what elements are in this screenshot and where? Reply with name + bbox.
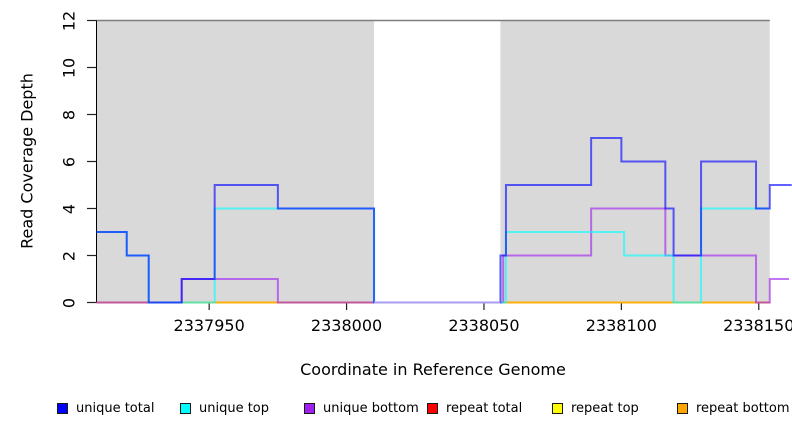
y-tick-label: 8 [59,109,79,120]
shaded-region [96,20,375,303]
legend-item: unique bottom [304,399,419,417]
legend-swatch-icon [304,402,315,414]
x-axis-title: Coordinate in Reference Genome [300,360,566,379]
legend-item: unique total [57,399,154,417]
legend-swatch-icon [677,402,688,414]
y-tick-label: 10 [59,57,79,78]
legend-label: repeat total [446,400,523,416]
x-tick-label: 2338150 [723,316,792,335]
legend-swatch-icon [180,402,191,414]
y-tick-label: 2 [59,250,79,261]
legend-item: repeat bottom [677,399,790,417]
x-tick-label: 2338000 [310,316,383,335]
legend-label: repeat bottom [696,400,790,416]
series-line-unique-total [96,137,792,304]
legend-label: unique bottom [323,400,419,416]
legend-swatch-icon [57,402,68,414]
x-tick-label: 2338050 [448,316,520,335]
y-axis-title: Read Coverage Depth [17,73,37,249]
legend-label: repeat top [571,400,639,416]
legend-swatch-icon [427,402,438,414]
x-tick-label: 2338100 [585,316,657,335]
legend-swatch-icon [552,402,563,414]
y-tick-label: 6 [59,156,79,167]
x-tick-label: 2337950 [173,316,245,335]
legend-label: unique total [76,400,155,416]
legend-item: repeat top [552,399,639,417]
legend-label: unique top [199,400,270,416]
y-tick-label: 12 [59,10,79,31]
legend-item: repeat total [427,399,522,417]
y-tick-label: 4 [59,203,79,214]
legend-item: unique top [180,399,269,417]
y-tick-label: 0 [59,297,79,308]
